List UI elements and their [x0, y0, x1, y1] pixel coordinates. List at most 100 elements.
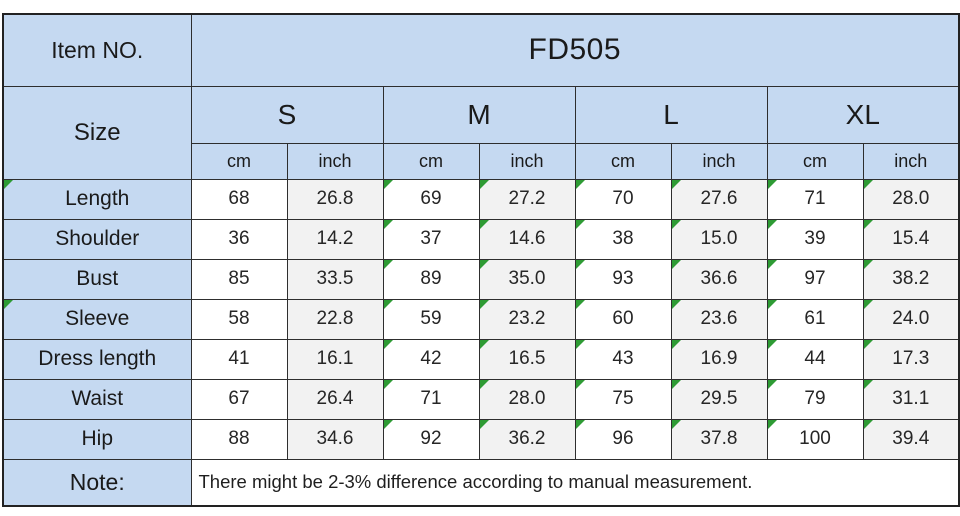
value-cell: 17.3: [862, 338, 960, 380]
cell-flag-triangle-icon: [384, 340, 393, 349]
value-cell: 26.8: [286, 178, 384, 220]
item-no-value: FD505: [190, 13, 960, 87]
cell-flag-triangle-icon: [384, 260, 393, 269]
value-cell: 28.0: [862, 178, 960, 220]
table-row: Waist 67 26.4 71 28.0 75 29.5 79 31.1: [2, 378, 960, 420]
value-cell: 14.2: [286, 218, 384, 260]
value-cell: 42: [382, 338, 480, 380]
value-cell: 35.0: [478, 258, 576, 300]
value-cell: 67: [190, 378, 288, 420]
cell-flag-triangle-icon: [4, 300, 13, 309]
unit-inch-header: inch: [286, 142, 384, 180]
value-cell: 58: [190, 298, 288, 340]
value-cell: 28.0: [478, 378, 576, 420]
cell-flag-triangle-icon: [576, 300, 585, 309]
table-row: Dress length 41 16.1 42 16.5 43 16.9 44 17.3: [2, 338, 960, 380]
cell-flag-triangle-icon: [768, 180, 777, 189]
measurement-rows: Length 68 26.8 69 27.2 70 27.6 71 28.0 Shoulder 36…: [2, 178, 960, 460]
cell-flag-triangle-icon: [768, 380, 777, 389]
size-header-row: Size S M L XL: [2, 85, 960, 180]
value-cell: 14.6: [478, 218, 576, 260]
value-cell: 16.5: [478, 338, 576, 380]
value-cell: 61: [766, 298, 864, 340]
cell-flag-triangle-icon: [672, 180, 681, 189]
value-cell: 27.6: [670, 178, 768, 220]
cell-flag-triangle-icon: [480, 260, 489, 269]
measurement-label: Hip: [2, 418, 192, 460]
cell-flag-triangle-icon: [576, 180, 585, 189]
value-cell: 93: [574, 258, 672, 300]
value-cell: 43: [574, 338, 672, 380]
value-cell: 97: [766, 258, 864, 300]
value-cell: 60: [574, 298, 672, 340]
value-cell: 16.1: [286, 338, 384, 380]
value-cell: 92: [382, 418, 480, 460]
measurement-label: Dress length: [2, 338, 192, 380]
value-cell: 36.6: [670, 258, 768, 300]
cell-flag-triangle-icon: [480, 340, 489, 349]
cell-flag-triangle-icon: [672, 260, 681, 269]
cell-flag-triangle-icon: [672, 220, 681, 229]
cell-flag-triangle-icon: [672, 340, 681, 349]
value-cell: 31.1: [862, 378, 960, 420]
value-cell: 44: [766, 338, 864, 380]
value-cell: 24.0: [862, 298, 960, 340]
cell-flag-triangle-icon: [672, 420, 681, 429]
unit-inch-header: inch: [670, 142, 768, 180]
table-row: Sleeve 58 22.8 59 23.2 60 23.6 61 24.0: [2, 298, 960, 340]
value-cell: 23.6: [670, 298, 768, 340]
value-cell: 23.2: [478, 298, 576, 340]
value-cell: 39: [766, 218, 864, 260]
value-cell: 38.2: [862, 258, 960, 300]
cell-flag-triangle-icon: [864, 220, 873, 229]
cell-flag-triangle-icon: [576, 260, 585, 269]
unit-cm-header: cm: [766, 142, 864, 180]
value-cell: 39.4: [862, 418, 960, 460]
unit-inch-header: inch: [862, 142, 960, 180]
cell-flag-triangle-icon: [384, 380, 393, 389]
value-cell: 71: [766, 178, 864, 220]
measurement-label: Length: [2, 178, 192, 220]
cell-flag-triangle-icon: [480, 380, 489, 389]
value-cell: 33.5: [286, 258, 384, 300]
value-cell: 29.5: [670, 378, 768, 420]
value-cell: 89: [382, 258, 480, 300]
value-cell: 75: [574, 378, 672, 420]
value-cell: 37: [382, 218, 480, 260]
cell-flag-triangle-icon: [864, 420, 873, 429]
note-label: Note:: [2, 458, 192, 507]
value-cell: 37.8: [670, 418, 768, 460]
value-cell: 71: [382, 378, 480, 420]
cell-flag-triangle-icon: [384, 220, 393, 229]
unit-cm-header: cm: [382, 142, 480, 180]
value-cell: 15.4: [862, 218, 960, 260]
cell-flag-triangle-icon: [480, 180, 489, 189]
item-no-row: Item NO. FD505: [2, 13, 960, 87]
value-cell: 68: [190, 178, 288, 220]
cell-flag-triangle-icon: [4, 180, 13, 189]
table-row: Bust 85 33.5 89 35.0 93 36.6 97 38.2: [2, 258, 960, 300]
cell-flag-triangle-icon: [480, 420, 489, 429]
size-chart-table: Item NO. FD505 Size S M L XL cm inch cm …: [2, 13, 960, 507]
cell-flag-triangle-icon: [864, 340, 873, 349]
value-cell: 36.2: [478, 418, 576, 460]
measurement-label: Sleeve: [2, 298, 192, 340]
cell-flag-triangle-icon: [576, 380, 585, 389]
size-col-s: S: [190, 85, 384, 144]
cell-flag-triangle-icon: [768, 300, 777, 309]
item-no-label: Item NO.: [2, 13, 192, 87]
value-cell: 70: [574, 178, 672, 220]
table-row: Length 68 26.8 69 27.2 70 27.6 71 28.0: [2, 178, 960, 220]
cell-flag-triangle-icon: [768, 340, 777, 349]
value-cell: 96: [574, 418, 672, 460]
cell-flag-triangle-icon: [672, 300, 681, 309]
table-row: Shoulder 36 14.2 37 14.6 38 15.0 39 15.4: [2, 218, 960, 260]
cell-flag-triangle-icon: [480, 220, 489, 229]
unit-inch-header: inch: [478, 142, 576, 180]
value-cell: 36: [190, 218, 288, 260]
value-cell: 59: [382, 298, 480, 340]
value-cell: 41: [190, 338, 288, 380]
value-cell: 88: [190, 418, 288, 460]
note-text: There might be 2-3% difference according…: [190, 458, 960, 507]
note-row: Note: There might be 2-3% difference acc…: [2, 458, 960, 507]
